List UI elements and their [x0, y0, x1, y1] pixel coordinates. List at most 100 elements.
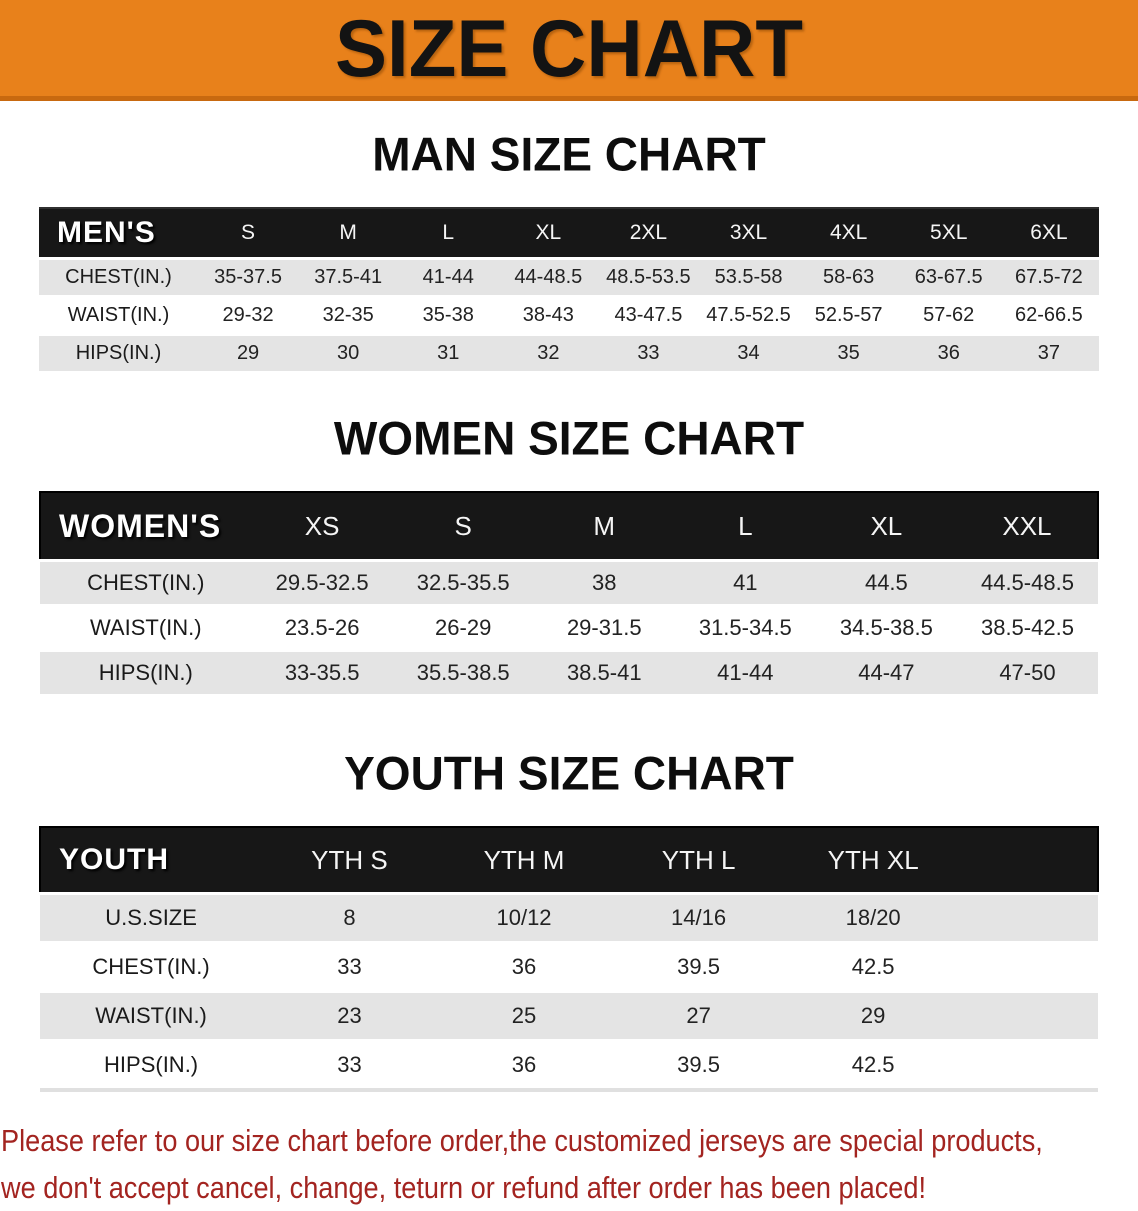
size-column-header: XXL — [956, 491, 1100, 562]
measurement-cell: 39.5 — [677, 954, 720, 979]
table-header-row: WOMEN'S XS S M L XL XXL — [39, 491, 1100, 562]
group-label: WOMEN'S — [39, 491, 252, 562]
banner: SIZE CHART — [0, 0, 1138, 101]
measurement-cell: 62-66.5 — [1014, 304, 1083, 326]
measurement-cell: 35-37.5 — [214, 266, 282, 288]
row-label: HIPS(IN.) — [98, 660, 193, 685]
filler-cell — [960, 992, 1098, 1041]
measurement-cell: 47-50 — [999, 660, 1056, 685]
group-label: YOUTH — [38, 826, 263, 895]
table-row: WAIST(IN.) 29-32 32-35 35-38 38-43 43-47.5 47.… — [39, 296, 1099, 335]
size-section-mens: MAN SIZE CHART MEN'S S M L XL 2XL 3XL 4XL 5XL 6XL C… — [39, 127, 1099, 371]
measurement-cell: 37 — [1037, 342, 1060, 364]
measurement-cell: 35 — [837, 342, 860, 364]
size-column-header: YTH L — [611, 826, 786, 895]
row-label: CHEST(IN.) — [65, 266, 172, 288]
measurement-cell: 41-44 — [422, 266, 474, 288]
measurement-cell: 33 — [637, 342, 660, 364]
table-row: HIPS(IN.) 33 36 39.5 42.5 — [40, 1040, 1098, 1090]
size-column-header: 6XL — [998, 207, 1099, 259]
row-label: CHEST(IN.) — [92, 954, 210, 979]
measurement-cell: 29 — [236, 342, 260, 364]
measurement-cell: 23 — [337, 1003, 362, 1028]
section-heading-youth: YOUTH SIZE CHART — [344, 746, 794, 800]
measurement-cell: 14/16 — [671, 905, 727, 930]
measurement-cell: 32-35 — [322, 304, 374, 326]
measurement-cell: 42.5 — [851, 954, 895, 979]
table-row: U.S.SIZE 8 10/12 14/16 18/20 — [40, 893, 1098, 943]
measurement-cell: 32.5-35.5 — [416, 570, 510, 595]
row-label: U.S.SIZE — [105, 905, 197, 930]
womens-size-table: WOMEN'S XS S M L XL XXL CHEST(IN.) 29.5-32.5 32.5… — [39, 491, 1100, 694]
measurement-cell: 44-48.5 — [514, 266, 583, 288]
measurement-cell: 41 — [733, 570, 758, 595]
measurement-cell: 31 — [437, 342, 460, 364]
measurement-cell: 35-38 — [422, 304, 474, 326]
measurement-cell: 29-32 — [222, 304, 274, 326]
measurement-cell: 57-62 — [923, 304, 975, 326]
measurement-cell: 33 — [337, 1052, 362, 1077]
measurement-cell: 32 — [537, 342, 560, 364]
measurement-cell: 8 — [343, 905, 356, 930]
measurement-cell: 44.5 — [864, 570, 908, 595]
measurement-cell: 52.5-57 — [814, 304, 883, 326]
measurement-cell: 63-67.5 — [914, 266, 983, 288]
sections-container: MAN SIZE CHART MEN'S S M L XL 2XL 3XL 4XL 5XL 6XL C… — [0, 127, 1138, 1092]
table-header-row: YOUTH YTH S YTH M YTH L YTH XL — [38, 826, 1099, 895]
table-row: WAIST(IN.) 23.5-26 26-29 29-31.5 31.5-34.5 34… — [40, 605, 1098, 651]
table-row: CHEST(IN.) 35-37.5 37.5-41 41-44 44-48.5 48.5… — [39, 258, 1099, 297]
measurement-cell: 36 — [937, 342, 960, 364]
filler-cell — [960, 894, 1098, 943]
measurement-cell: 43-47.5 — [614, 304, 683, 326]
page-title: SIZE CHART — [335, 1, 803, 94]
measurement-cell: 18/20 — [845, 905, 901, 930]
size-column-header: YTH XL — [785, 826, 961, 895]
row-label: WAIST(IN.) — [67, 304, 170, 326]
measurement-cell: 48.5-53.5 — [606, 266, 691, 288]
filler-cell — [960, 943, 1098, 992]
measurement-cell: 34 — [737, 342, 760, 364]
size-column-header: XS — [251, 491, 393, 562]
measurement-cell: 36 — [511, 1052, 537, 1077]
measurement-cell: 44.5-48.5 — [980, 570, 1074, 595]
table-row: CHEST(IN.) 33 36 39.5 42.5 — [40, 942, 1098, 992]
disclaimer-line-2: we don't accept cancel, change, teturn o… — [1, 1169, 927, 1205]
size-column-header: M — [298, 207, 399, 259]
group-label: MEN'S — [39, 207, 199, 259]
row-label: WAIST(IN.) — [89, 615, 202, 640]
row-label: HIPS(IN.) — [75, 342, 162, 364]
measurement-cell: 25 — [511, 1003, 537, 1028]
filler-cell — [960, 826, 1099, 895]
size-section-youth: YOUTH SIZE CHART YOUTH YTH S YTH M YTH L YTH … — [38, 746, 1099, 1092]
size-section-womens: WOMEN SIZE CHART WOMEN'S XS S M L XL XXL CHEST(I… — [39, 411, 1100, 694]
measurement-cell: 38.5-42.5 — [980, 615, 1074, 640]
measurement-cell: 33-35.5 — [284, 660, 360, 685]
section-heading-womens: WOMEN SIZE CHART — [333, 411, 805, 465]
section-heading-mens: MAN SIZE CHART — [372, 127, 766, 181]
measurement-cell: 30 — [337, 342, 360, 364]
measurement-cell: 35.5-38.5 — [416, 660, 510, 685]
measurement-cell: 36 — [511, 954, 537, 979]
size-column-header: YTH M — [436, 826, 612, 895]
row-label: CHEST(IN.) — [87, 570, 205, 595]
measurement-cell: 38 — [592, 570, 617, 595]
size-column-header: 4XL — [798, 207, 899, 259]
table-header-row: MEN'S S M L XL 2XL 3XL 4XL 5XL 6XL — [39, 207, 1099, 259]
size-column-header: 3XL — [698, 207, 799, 259]
disclaimer-line-1: Please refer to our size chart before or… — [1, 1123, 1043, 1158]
measurement-cell: 33 — [337, 954, 362, 979]
measurement-cell: 29 — [860, 1003, 886, 1028]
measurement-cell: 53.5-58 — [714, 266, 783, 288]
size-column-header: S — [198, 207, 299, 259]
measurement-cell: 29.5-32.5 — [275, 570, 369, 595]
measurement-cell: 26-29 — [435, 615, 492, 640]
size-column-header: YTH S — [262, 826, 437, 895]
size-column-header: XL — [498, 207, 599, 259]
measurement-cell: 47.5-52.5 — [706, 304, 791, 326]
table-row: HIPS(IN.) 29 30 31 32 33 34 35 36 37 — [39, 334, 1099, 371]
measurement-cell: 23.5-26 — [284, 615, 360, 640]
table-row: WAIST(IN.) 23 25 27 29 — [40, 991, 1098, 1041]
size-column-header: M — [533, 491, 675, 562]
measurement-cell: 31.5-34.5 — [698, 615, 792, 640]
